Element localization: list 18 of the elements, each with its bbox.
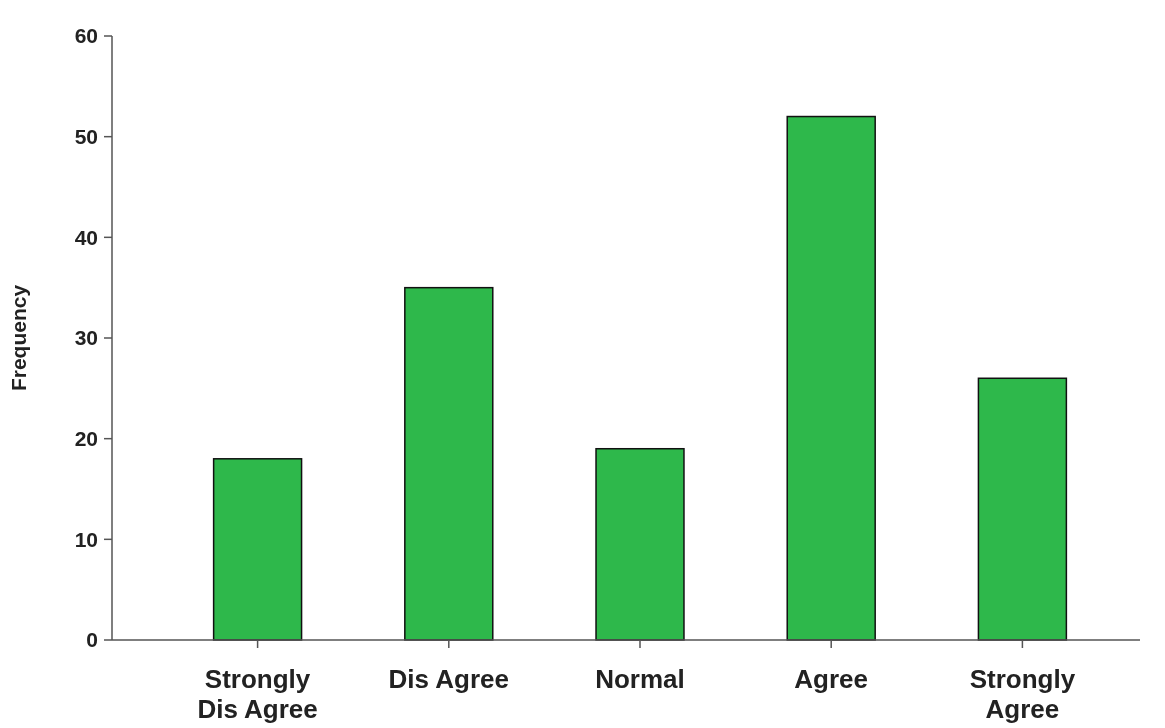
y-tick-label: 10	[74, 527, 98, 551]
bar	[212, 458, 303, 641]
x-tick-label: Dis Agree	[388, 664, 510, 694]
bar	[786, 115, 876, 641]
bar	[977, 377, 1068, 641]
y-tick-label: 50	[74, 125, 98, 149]
bar	[404, 286, 494, 641]
x-tick-label: Strongly Agree	[969, 664, 1076, 724]
y-tick-label: 40	[74, 225, 98, 249]
y-tick-label: 30	[74, 326, 98, 350]
y-tick-label: 0	[86, 628, 98, 652]
x-tick-label: Normal	[595, 664, 685, 694]
x-tick-label: Agree	[794, 664, 869, 694]
y-tick-label: 20	[74, 427, 98, 451]
bar	[595, 447, 685, 641]
x-tick-label: Strongly Dis Agree	[197, 664, 318, 724]
y-axis-title: Frequency	[7, 284, 30, 392]
y-tick-label: 60	[74, 24, 98, 48]
